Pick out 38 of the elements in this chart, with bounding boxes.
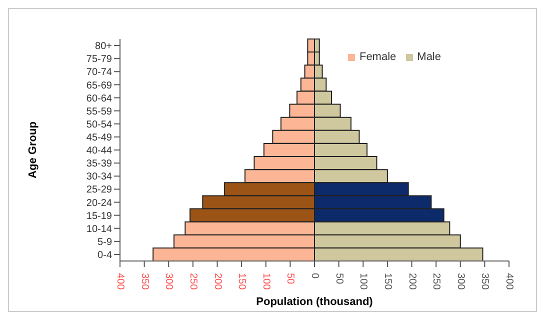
y-tick-label: 20-24 xyxy=(86,198,112,209)
x-tick-label: 100 xyxy=(260,273,272,290)
x-tick-label: 250 xyxy=(187,273,198,290)
legend-label: Female xyxy=(359,51,396,63)
x-axis-title: Population (thousand) xyxy=(256,296,374,308)
y-tick-label: 80+ xyxy=(95,41,112,52)
y-tick-label: 25-29 xyxy=(86,184,112,196)
y-tick-label: 70-74 xyxy=(86,67,112,78)
y-axis-title: Age Group xyxy=(26,121,39,178)
x-tick-label: 300 xyxy=(163,273,174,290)
y-tick-label: 0-4 xyxy=(98,250,112,262)
x-tick-label: 50 xyxy=(284,273,296,285)
x-tick-label: 200 xyxy=(406,273,418,290)
y-tick-label: 65-69 xyxy=(86,80,112,92)
y-tick-label: 50-54 xyxy=(86,119,112,130)
y-tick-label: 75-79 xyxy=(86,54,112,66)
y-tick-label: 15-19 xyxy=(86,210,112,222)
legend-label: Male xyxy=(417,51,441,63)
x-tick-label: 250 xyxy=(430,273,442,290)
x-tick-label: 0 xyxy=(309,273,320,279)
y-tick-label: 35-39 xyxy=(86,158,112,170)
x-tick-label: 400 xyxy=(114,273,126,290)
x-tick-label: 50 xyxy=(333,273,344,285)
y-tick-label: 45-49 xyxy=(86,132,112,144)
x-tick-label: 300 xyxy=(454,273,466,290)
x-tick-label: 150 xyxy=(382,273,393,290)
x-tick-label: 150 xyxy=(236,273,248,290)
y-tick-label: 55-59 xyxy=(86,106,112,118)
y-tick-label: 30-34 xyxy=(86,172,112,183)
x-tick-label: 200 xyxy=(212,273,223,290)
x-tick-label: 100 xyxy=(358,273,369,290)
y-tick-label: 40-44 xyxy=(86,146,112,157)
y-tick-label: 10-14 xyxy=(86,224,112,235)
x-tick-label: 350 xyxy=(479,273,490,290)
x-tick-label: 350 xyxy=(138,273,150,290)
y-tick-label: 60-64 xyxy=(86,93,112,104)
y-tick-label: 5-9 xyxy=(98,236,112,248)
x-tick-label: 400 xyxy=(504,273,514,290)
